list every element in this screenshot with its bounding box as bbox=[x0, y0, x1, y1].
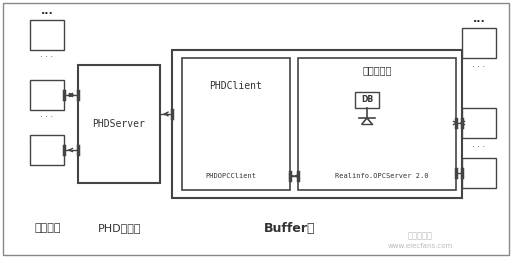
Text: ···: ··· bbox=[40, 9, 53, 19]
Text: Realinfo.OPCServer 2.0: Realinfo.OPCServer 2.0 bbox=[335, 173, 429, 179]
Bar bbox=[30, 20, 64, 50]
Text: PHDClient: PHDClient bbox=[209, 81, 263, 91]
Bar bbox=[462, 158, 496, 188]
Text: PHD服务器: PHD服务器 bbox=[98, 223, 142, 233]
Text: DB: DB bbox=[361, 95, 373, 104]
Text: www.elecfans.com: www.elecfans.com bbox=[388, 243, 453, 249]
Bar bbox=[462, 28, 496, 58]
Text: 紫金桥软件: 紫金桥软件 bbox=[362, 65, 392, 75]
Bar bbox=[172, 50, 462, 198]
Text: · · ·: · · · bbox=[473, 142, 485, 151]
Bar bbox=[462, 108, 496, 138]
Text: · · ·: · · · bbox=[40, 53, 54, 62]
Text: 电子发烧友: 电子发烧友 bbox=[408, 231, 433, 240]
Bar bbox=[30, 80, 64, 110]
Text: PHDOPCClient: PHDOPCClient bbox=[205, 173, 257, 179]
Text: · · ·: · · · bbox=[473, 62, 485, 71]
Bar bbox=[355, 92, 379, 108]
Bar bbox=[182, 58, 290, 190]
Text: 终端用户: 终端用户 bbox=[35, 223, 61, 233]
Bar bbox=[30, 135, 64, 165]
Text: PHDServer: PHDServer bbox=[93, 119, 145, 129]
Bar bbox=[298, 58, 456, 190]
Text: · · ·: · · · bbox=[40, 114, 54, 123]
Bar bbox=[78, 65, 160, 183]
Text: ···: ··· bbox=[473, 17, 485, 27]
Text: Buffer机: Buffer机 bbox=[264, 222, 316, 235]
